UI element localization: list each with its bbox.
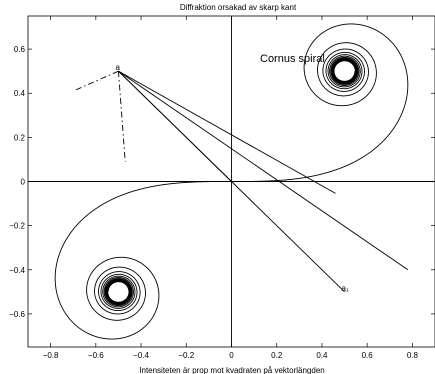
y-tick-label: 0 (21, 178, 26, 187)
point-label: a₁ (342, 284, 349, 293)
cornu-annotation: Cornus spiral (260, 53, 325, 65)
x-tick-label: 0.8 (407, 351, 419, 360)
radius-segment (118, 70, 336, 194)
y-tick-label: 0.2 (14, 133, 26, 142)
x-tick-label: 0.4 (316, 351, 328, 360)
radius-segment (118, 70, 345, 293)
x-tick-label: −0.8 (43, 351, 59, 360)
x-tick-label: −0.6 (88, 351, 104, 360)
chart-title: Diffraktion orsakad av skarp kant (180, 3, 297, 12)
y-tick-label: −0.4 (9, 266, 25, 275)
radius-segments (73, 70, 409, 293)
y-tick-label: 0.6 (14, 45, 26, 54)
y-tick-label: −0.6 (9, 310, 25, 319)
point-labels: a a₁ (115, 63, 349, 293)
x-tick-label: 0 (229, 351, 234, 360)
dashdot-segment (73, 70, 119, 92)
radius-segment (118, 70, 409, 271)
x-tick-label: 0.6 (362, 351, 374, 360)
x-tick-label: 0.2 (271, 351, 283, 360)
y-tick-label: −0.2 (9, 222, 25, 231)
axis-ticks: −0.8 −0.6 −0.4 −0.2 0 0.2 0.4 0.6 0.8 −0.6 −0.4 −0.… (9, 16, 435, 360)
dashdot-segment (117, 71, 126, 162)
x-axis-label: Intensiteten är prop mot kvadraten på ve… (139, 366, 324, 374)
y-tick-label: 0.4 (14, 89, 26, 98)
x-tick-label: −0.2 (178, 351, 194, 360)
point-label: a (115, 63, 120, 72)
x-tick-label: −0.4 (133, 351, 149, 360)
